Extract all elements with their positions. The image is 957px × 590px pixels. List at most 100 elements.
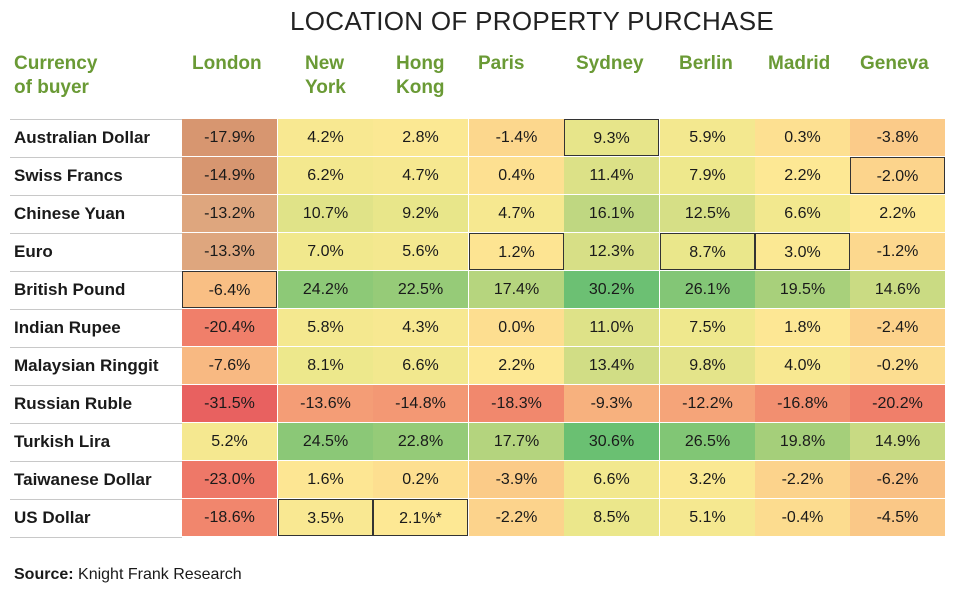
heatmap-cell: 22.5% [373, 271, 468, 308]
heatmap-cell: 9.2% [373, 195, 468, 232]
heatmap-cell: -23.0% [182, 461, 277, 498]
heatmap-cell: -16.8% [755, 385, 850, 422]
heatmap-cell: 3.0% [755, 233, 850, 270]
heatmap-cell: 6.6% [373, 347, 468, 384]
heatmap-cell: 0.2% [373, 461, 468, 498]
row-header-line-1: Currency [14, 53, 98, 74]
heatmap-cell: 5.9% [660, 119, 755, 156]
column-header-geneva: Geneva [860, 52, 929, 76]
heatmap-cell: 0.3% [755, 119, 850, 156]
column-header-line: Sydney [576, 53, 644, 74]
table-row: British Pound -6.4% 24.2% 22.5% 17.4% 30.2% 26… [10, 271, 945, 309]
heatmap-cell: 30.2% [564, 271, 659, 308]
heatmap-cell: 16.1% [564, 195, 659, 232]
row-label: Euro [14, 242, 53, 261]
row-label: US Dollar [14, 508, 91, 527]
row-label: Malaysian Ringgit [14, 356, 159, 375]
row-divider [10, 461, 182, 462]
heatmap-cell: -1.4% [469, 119, 564, 156]
heatmap-cell: 5.2% [182, 423, 277, 460]
column-header-paris: Paris [478, 52, 524, 76]
row-label: Taiwanese Dollar [14, 470, 152, 489]
heatmap-cell: -6.2% [850, 461, 945, 498]
heatmap-cell: 30.6% [564, 423, 659, 460]
table-row: Taiwanese Dollar -23.0% 1.6% 0.2% -3.9% 6.6% 3… [10, 461, 945, 499]
heatmap-cell: 17.4% [469, 271, 564, 308]
column-header-line: York [305, 77, 346, 98]
row-divider [10, 271, 182, 272]
heatmap-cell: -6.4% [182, 271, 277, 308]
table-row: Malaysian Ringgit -7.6% 8.1% 6.6% 2.2% 13.4% 9… [10, 347, 945, 385]
column-header-line: Paris [478, 53, 525, 74]
row-divider [10, 423, 182, 424]
heatmap-cell: 5.6% [373, 233, 468, 270]
heatmap-cell: -4.5% [850, 499, 945, 536]
heatmap-cell: 4.0% [755, 347, 850, 384]
row-divider [10, 233, 182, 234]
column-header-line: Berlin [679, 53, 733, 74]
heatmap-cell: 2.8% [373, 119, 468, 156]
row-label: Indian Rupee [14, 318, 121, 337]
table-row: Chinese Yuan -13.2% 10.7% 9.2% 4.7% 16.1% 12.5… [10, 195, 945, 233]
heatmap-cell: 11.0% [564, 309, 659, 346]
source-text: Knight Frank Research [78, 566, 242, 583]
heatmap-cell: 17.7% [469, 423, 564, 460]
table-row: Turkish Lira 5.2% 24.5% 22.8% 17.7% 30.6% 26.5… [10, 423, 945, 461]
row-label: Turkish Lira [14, 432, 111, 451]
row-divider [10, 309, 182, 310]
heatmap-cell: -9.3% [564, 385, 659, 422]
row-divider [10, 195, 182, 196]
column-header-sydney: Sydney [576, 52, 644, 76]
heatmap-cell: 14.9% [850, 423, 945, 460]
heatmap-cell: -14.9% [182, 157, 277, 194]
column-header-berlin: Berlin [679, 52, 733, 76]
row-divider [10, 347, 182, 348]
heatmap-cell: -17.9% [182, 119, 277, 156]
row-header: Currency of buyer [14, 52, 97, 100]
row-label: Chinese Yuan [14, 204, 126, 223]
heatmap-cell: -12.2% [660, 385, 755, 422]
heatmap-cell: -3.9% [469, 461, 564, 498]
heatmap-cell: -14.8% [373, 385, 468, 422]
heatmap-cell: 8.5% [564, 499, 659, 536]
heatmap-cell: 0.4% [469, 157, 564, 194]
heatmap-cell: 24.2% [278, 271, 373, 308]
heatmap-cell: 19.5% [755, 271, 850, 308]
heatmap-cell: 2.2% [755, 157, 850, 194]
row-divider [10, 119, 182, 120]
heatmap-cell: -18.3% [469, 385, 564, 422]
heatmap-cell: -20.2% [850, 385, 945, 422]
heatmap-cell: 9.8% [660, 347, 755, 384]
heatmap-cell: -13.3% [182, 233, 277, 270]
heatmap-cell: 8.7% [660, 233, 755, 270]
heatmap-cell: 11.4% [564, 157, 659, 194]
heatmap-cell: -7.6% [182, 347, 277, 384]
heatmap-cell: 7.5% [660, 309, 755, 346]
row-header-line-2: of buyer [14, 77, 89, 98]
heatmap-cell: -31.5% [182, 385, 277, 422]
heatmap-cell: 6.2% [278, 157, 373, 194]
chart-title: LOCATION OF PROPERTY PURCHASE [290, 6, 775, 36]
column-header-line: Hong [396, 53, 445, 74]
column-header-madrid: Madrid [768, 52, 830, 76]
column-header-line: Kong [396, 77, 445, 98]
heatmap-cell: -18.6% [182, 499, 277, 536]
heatmap-cell: -13.6% [278, 385, 373, 422]
heatmap-cell: 3.2% [660, 461, 755, 498]
heatmap-cell: 12.5% [660, 195, 755, 232]
heatmap-cell: -0.4% [755, 499, 850, 536]
heatmap-cell: -1.2% [850, 233, 945, 270]
heatmap-cell: 2.1%* [373, 499, 468, 536]
column-header-london: London [192, 52, 262, 76]
heatmap-cell: 8.1% [278, 347, 373, 384]
heatmap-cell: 4.7% [469, 195, 564, 232]
heatmap-cell: 5.8% [278, 309, 373, 346]
heatmap-cell: -2.2% [469, 499, 564, 536]
column-header-line: New [305, 53, 345, 74]
column-header-line: Madrid [768, 53, 831, 74]
heatmap-cell: 0.0% [469, 309, 564, 346]
row-label: Swiss Francs [14, 166, 123, 185]
heatmap-cell: 26.5% [660, 423, 755, 460]
heatmap-cell: 12.3% [564, 233, 659, 270]
table-row: Swiss Francs -14.9% 6.2% 4.7% 0.4% 11.4% 7.9% 2… [10, 157, 945, 195]
